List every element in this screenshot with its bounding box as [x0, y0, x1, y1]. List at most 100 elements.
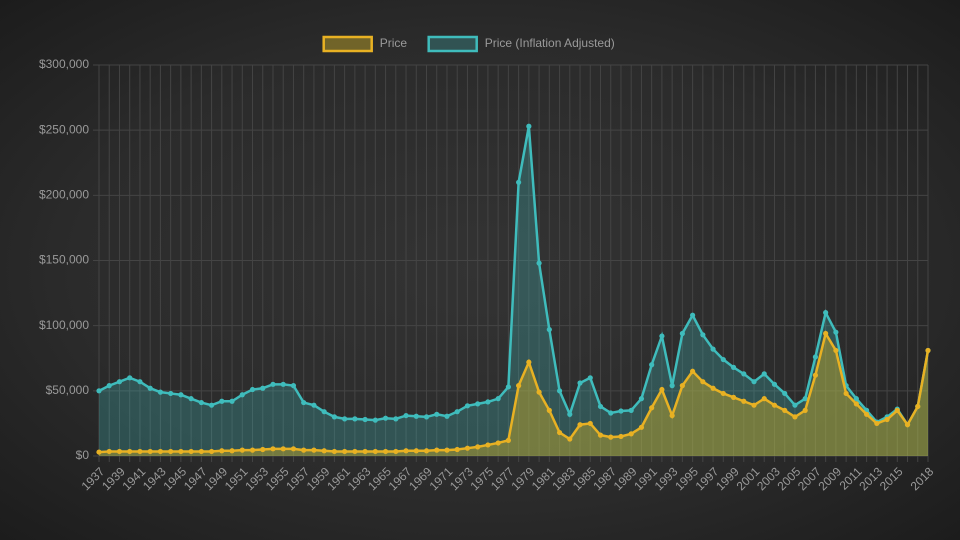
point — [382, 415, 389, 421]
point — [669, 383, 675, 389]
point — [219, 448, 225, 454]
point — [690, 312, 696, 318]
point — [577, 422, 583, 428]
point — [505, 384, 511, 390]
point — [96, 388, 102, 394]
point — [833, 347, 839, 354]
point — [321, 409, 327, 415]
point — [188, 396, 194, 402]
point — [741, 398, 747, 404]
point — [567, 411, 573, 417]
point — [608, 434, 614, 440]
point — [342, 416, 348, 422]
point — [362, 448, 368, 455]
point — [802, 396, 808, 402]
legend-swatch — [427, 35, 478, 53]
point — [526, 123, 532, 129]
point — [751, 402, 757, 408]
line — [98, 330, 930, 454]
point — [444, 413, 450, 419]
point — [700, 332, 706, 338]
point — [362, 416, 368, 423]
point — [280, 381, 286, 387]
point — [884, 416, 890, 423]
point — [393, 416, 399, 422]
point — [782, 390, 788, 397]
point — [741, 371, 747, 377]
point — [710, 346, 716, 352]
point — [608, 410, 614, 416]
point — [249, 447, 256, 453]
point — [321, 448, 327, 454]
y-tick-label: $200,000 — [39, 188, 89, 202]
point — [198, 399, 204, 406]
point — [679, 330, 685, 337]
y-tick-label: $100,000 — [39, 318, 89, 332]
point — [823, 330, 829, 337]
point — [720, 356, 726, 363]
x-tick-label: 2018 — [908, 464, 937, 493]
point — [434, 447, 440, 453]
point — [792, 414, 798, 420]
point — [137, 448, 143, 455]
point — [802, 407, 808, 413]
point — [106, 383, 112, 389]
point — [638, 396, 645, 402]
point — [853, 401, 859, 407]
point — [454, 446, 460, 453]
point — [331, 448, 337, 455]
point — [423, 414, 430, 420]
point — [546, 326, 552, 333]
y-tick-label: $50,000 — [46, 383, 90, 397]
point — [475, 401, 481, 407]
point — [393, 448, 399, 455]
point — [260, 446, 266, 453]
point — [823, 310, 829, 316]
point — [925, 347, 931, 354]
point — [403, 412, 409, 419]
point — [761, 371, 767, 377]
point — [260, 385, 266, 391]
point — [331, 414, 337, 420]
point — [904, 422, 911, 428]
point — [649, 362, 655, 368]
point — [413, 448, 419, 454]
point — [556, 388, 563, 394]
point — [536, 260, 542, 266]
area-fill — [99, 333, 928, 456]
point — [116, 379, 123, 385]
point — [290, 383, 297, 389]
point — [577, 380, 583, 386]
point — [782, 407, 788, 413]
point — [464, 403, 471, 409]
point — [618, 433, 624, 440]
point — [495, 396, 501, 402]
point — [505, 437, 511, 443]
point — [311, 447, 317, 453]
point — [628, 431, 634, 437]
point — [239, 447, 245, 453]
point — [444, 447, 450, 453]
point — [311, 402, 317, 408]
point — [894, 407, 900, 413]
point — [219, 398, 225, 404]
point — [434, 411, 440, 417]
point — [690, 368, 696, 374]
point — [669, 412, 675, 419]
point — [147, 385, 153, 391]
y-tick-label: $250,000 — [39, 122, 89, 136]
point — [147, 448, 153, 455]
point — [96, 449, 102, 455]
point — [659, 333, 665, 339]
line — [98, 126, 930, 428]
point — [710, 385, 716, 391]
point — [771, 381, 778, 387]
point — [342, 448, 348, 455]
point — [403, 448, 409, 454]
point — [649, 405, 655, 411]
point — [536, 389, 542, 395]
point — [157, 389, 164, 395]
point — [700, 379, 706, 385]
point — [168, 448, 174, 455]
point — [659, 386, 665, 393]
